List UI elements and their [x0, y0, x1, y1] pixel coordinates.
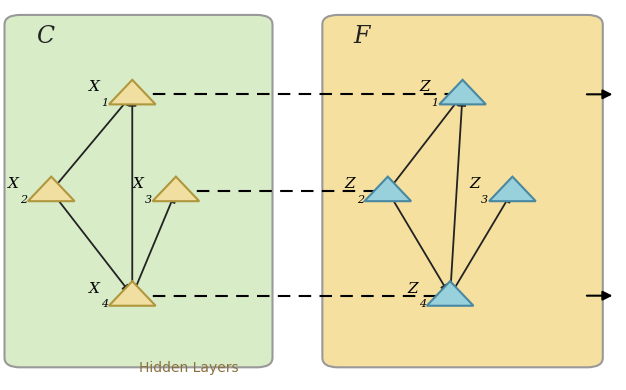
Text: 1: 1 — [431, 98, 439, 108]
Text: X: X — [89, 282, 100, 296]
Polygon shape — [109, 80, 156, 105]
Text: 1: 1 — [101, 98, 108, 108]
FancyBboxPatch shape — [4, 15, 272, 367]
Text: 3: 3 — [481, 195, 488, 205]
Polygon shape — [489, 177, 536, 201]
Polygon shape — [364, 177, 411, 201]
Text: Hidden Layers: Hidden Layers — [138, 361, 238, 375]
Text: Z: Z — [345, 177, 356, 191]
Text: X: X — [89, 80, 100, 94]
Text: X: X — [8, 177, 19, 191]
Polygon shape — [28, 177, 74, 201]
Polygon shape — [109, 281, 156, 306]
Text: X: X — [133, 177, 143, 191]
Text: 4: 4 — [101, 300, 108, 310]
Text: Z: Z — [419, 80, 430, 94]
Text: F: F — [354, 25, 370, 48]
Text: 3: 3 — [145, 195, 152, 205]
Text: Z: Z — [407, 282, 418, 296]
Text: C: C — [36, 25, 54, 48]
Text: 2: 2 — [20, 195, 27, 205]
FancyBboxPatch shape — [322, 15, 603, 367]
Polygon shape — [439, 80, 486, 105]
Polygon shape — [427, 281, 473, 306]
Text: 2: 2 — [357, 195, 364, 205]
Text: 4: 4 — [419, 300, 426, 310]
Text: Z: Z — [470, 177, 480, 191]
Polygon shape — [153, 177, 199, 201]
